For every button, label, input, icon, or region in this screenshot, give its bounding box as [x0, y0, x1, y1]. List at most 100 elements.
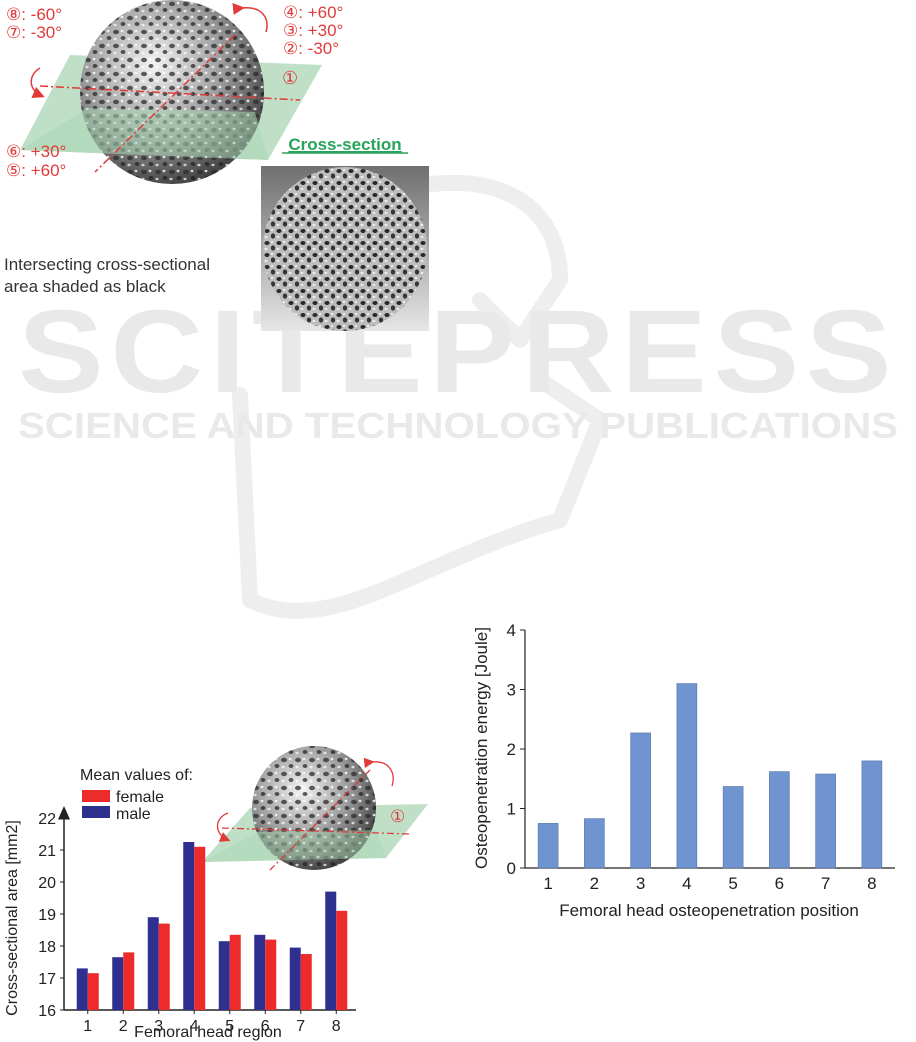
x-tick-label: 6: [775, 874, 784, 893]
bar-energy-3: [630, 732, 651, 869]
bar-female-6: [265, 939, 277, 1010]
x-tick-label: 2: [590, 874, 599, 893]
x-tick-label: 2: [119, 1018, 128, 1035]
inset-plane-marker: ①: [390, 807, 405, 826]
y-tick-label: 21: [38, 843, 56, 860]
y-tick-label: 3: [507, 681, 516, 700]
bar-female-3: [158, 923, 170, 1010]
caption-line: area shaded as black: [4, 277, 166, 296]
cross-section-pores: [263, 167, 427, 331]
right-chart-axes: 0 1 2 3 4 1 2 3 4 5 6 7 8: [507, 621, 895, 893]
left-chart-axes: 16 17 18 19 20 21 22 1 2 3 4 5 6 7 8: [38, 806, 356, 1035]
bar-male-5: [218, 941, 230, 1010]
y-tick-label: 0: [507, 859, 516, 878]
angle-label: ④: +60°: [283, 3, 343, 22]
x-tick-label: 3: [154, 1018, 163, 1035]
bar-female-4: [194, 846, 206, 1010]
bar-energy-6: [769, 771, 790, 869]
x-tick-label: 1: [543, 874, 552, 893]
y-tick-label: 2: [507, 740, 516, 759]
watermark: SCITEPRESS SCIENCE AND TECHNOLOGY PUBLIC…: [18, 175, 898, 619]
legend-label-female: female: [116, 789, 164, 806]
bar-male-1: [76, 968, 88, 1010]
cutting-plane-front: [20, 108, 268, 160]
angle-label: ⑥: +30°: [6, 142, 66, 161]
cross-section-title: Cross-section: [288, 135, 401, 154]
angle-labels-top-right: ④: +60° ③: +30° ②: -30°: [283, 3, 343, 58]
bar-energy-1: [537, 823, 559, 869]
left-legend: Mean values of: female male: [80, 767, 193, 823]
bar-energy-5: [722, 786, 744, 869]
bar-male-3: [147, 917, 159, 1010]
legend-swatch-female: [82, 790, 110, 802]
x-tick-label: 5: [728, 874, 737, 893]
bar-male-8: [325, 891, 337, 1010]
angle-label: ⑧: -60°: [6, 5, 62, 24]
y-tick-label: 18: [38, 939, 56, 956]
bar-female-1: [87, 973, 99, 1010]
rotation-axis-main: [94, 34, 236, 173]
plane-marker: ①: [282, 68, 298, 88]
caption: Intersecting cross-sectional area shaded…: [4, 255, 210, 296]
legend-title: Mean values of:: [80, 767, 193, 784]
inset-axis-plane: [221, 827, 411, 835]
bar-male-6: [254, 934, 266, 1010]
bar-energy-8: [861, 760, 883, 869]
watermark-main: SCITEPRESS: [18, 286, 898, 418]
angle-label: ⑦: -30°: [6, 23, 62, 42]
caption-line: Intersecting cross-sectional: [4, 255, 210, 274]
angle-label: ②: -30°: [283, 39, 339, 58]
x-tick-label: 8: [332, 1018, 341, 1035]
left-chart: ① Mean values of: female male 1617181920…: [4, 746, 428, 1041]
right-y-axis-label: Osteopenetration energy [Joule]: [472, 627, 491, 869]
cross-section-panel: Cross-section: [261, 135, 429, 331]
rotation-arrow-right: [232, 2, 268, 33]
watermark-sub: SCIENCE AND TECHNOLOGY PUBLICATIONS: [18, 405, 898, 446]
bar-female-5: [229, 934, 241, 1010]
x-tick-label: 7: [296, 1018, 305, 1035]
legend-swatch-male: [82, 806, 110, 818]
bar-male-7: [289, 947, 301, 1010]
x-tick-label: 7: [821, 874, 830, 893]
bar-energy-2: [584, 818, 605, 869]
left-x-axis-label: Femoral head region: [134, 1024, 282, 1041]
bar-female-7: [300, 954, 312, 1010]
inset-axis: [269, 769, 371, 871]
y-tick-label: 19: [38, 907, 56, 924]
angle-labels-bottom-left: ⑥: +30° ⑤: +60°: [6, 142, 66, 180]
bar-energy-7: [815, 773, 836, 869]
bar-female-2: [123, 952, 135, 1010]
y-tick-label: 20: [38, 875, 56, 892]
legend-label-male: male: [116, 806, 151, 823]
angle-label: ③: +30°: [283, 21, 343, 40]
x-tick-label: 6: [261, 1018, 270, 1035]
angle-labels-top-left: ⑧: -60° ⑦: -30°: [6, 5, 62, 42]
angle-label: ⑤: +60°: [6, 161, 66, 180]
bar-male-4: [183, 842, 195, 1010]
y-tick-label: 1: [507, 800, 516, 819]
left-y-axis-label: Cross-sectional area [mm2]: [4, 820, 21, 1016]
x-tick-label: 3: [636, 874, 645, 893]
x-tick-label: 1: [83, 1018, 92, 1035]
left-chart-bars: [76, 842, 348, 1010]
right-chart-bars: [537, 683, 883, 869]
y-tick-label: 17: [38, 971, 56, 988]
inset-sphere: ①: [202, 746, 428, 871]
bar-female-8: [336, 910, 348, 1010]
sphere-figure: [20, 0, 322, 184]
right-chart: 0 1 2 3 4 1 2 3 4 5 6 7 8 Femoral head osteopenetrat…: [472, 621, 895, 920]
y-tick-label: 4: [507, 621, 516, 640]
rotation-axis-plane: [39, 85, 301, 101]
y-tick-label: 22: [38, 811, 56, 828]
y-tick-label: 16: [38, 1003, 56, 1020]
right-x-axis-label: Femoral head osteopenetration position: [559, 901, 859, 920]
x-tick-label: 5: [225, 1018, 234, 1035]
x-tick-label: 8: [867, 874, 876, 893]
x-tick-label: 4: [682, 874, 691, 893]
rotation-arrow-left: [30, 67, 45, 98]
bar-male-2: [112, 957, 124, 1010]
bar-energy-4: [676, 683, 698, 869]
inset-arrow-left: [216, 812, 231, 842]
x-tick-label: 4: [190, 1018, 199, 1035]
